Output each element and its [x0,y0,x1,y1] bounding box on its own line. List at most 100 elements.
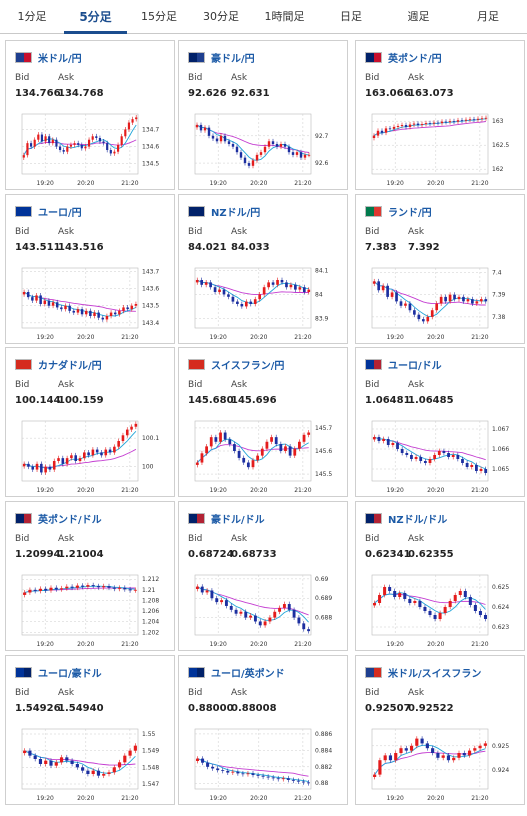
rate-card[interactable]: ランド/円 Bid Ask 7.383 7.392 7.4 7.39 7.38 19:20 20:… [355,194,525,344]
candle-body [303,154,307,158]
candle-body [68,305,71,311]
ask-label: Ask [408,380,425,390]
tab-6[interactable]: 日足 [340,10,362,23]
rate-card[interactable]: 米ドル/スイスフラン Bid Ask 0.92507 0.92522 0.925 0.924… [355,655,525,805]
tab-5[interactable]: 1時間足 [264,10,305,23]
rate-card[interactable]: 米ドル/円 Bid Ask 134.766 134.768 134.7 134.6 134.5… [5,40,175,190]
price-chart[interactable]: 7.4 7.39 7.38 19:20 20:20 21:20 [360,262,522,342]
candle-body [444,296,447,302]
pair-link[interactable]: 米ドル/円 [15,50,82,65]
price-chart[interactable]: 134.7 134.6 134.5 19:20 20:20 21:20 [10,108,172,188]
pair-link[interactable]: ユーロ/豪ドル [15,665,102,680]
candle-body [484,469,488,473]
rate-card[interactable]: ユーロ/円 Bid Ask 143.511 143.516 143.7 143.6 143.5… [5,194,175,344]
tab-7[interactable]: 週足 [407,10,430,23]
price-chart[interactable]: 84.1 84 83.9 19:20 20:20 21:20 [183,262,345,342]
price-chart[interactable]: 1.55 1.549 1.548 1.547 19:20 20:20 21:20 [10,723,172,803]
candle-body [65,458,69,464]
pair-link[interactable]: ユーロ/ドル [365,357,442,372]
candle-body [378,760,382,775]
candle-body [37,134,40,140]
tab-4[interactable]: 30分足 [203,10,239,23]
price-chart[interactable]: 0.625 0.624 0.623 19:20 20:20 21:20 [360,569,522,649]
candle-body [240,304,244,307]
pair-link[interactable]: NZドル/ドル [365,511,448,526]
pair-link[interactable]: 米ドル/スイスフラン [365,665,481,680]
pair-link[interactable]: カナダドル/円 [15,357,102,372]
plot-frame [194,574,312,636]
candle-body [199,124,203,131]
bid-value: 0.92507 [365,703,411,714]
price-chart[interactable]: 143.7 143.6 143.5 143.4 19:20 20:20 21:20 [10,262,172,342]
candle-body [22,292,26,295]
y-tick-label: 1.204 [142,619,159,626]
rate-card[interactable]: 豪ドル/ドル Bid Ask 0.68724 0.68733 0.69 0.689 0.688… [178,501,348,651]
rate-card[interactable]: ユーロ/ドル Bid Ask 1.06481 1.06485 1.067 1.066 1.06… [355,347,525,497]
candle-body [75,585,79,588]
pair-link[interactable]: 豪ドル/ドル [188,511,265,526]
tab-3[interactable]: 15分足 [141,10,177,23]
candle-body [200,280,204,285]
pair-link[interactable]: ユーロ/英ポンド [188,665,285,680]
price-chart[interactable]: 1.212 1.21 1.208 1.206 1.204 1.202 19:20 20:20 2… [10,569,172,649]
rate-card[interactable]: ユーロ/英ポンド Bid Ask 0.88000 0.88008 0.886 0.884 0.… [178,655,348,805]
candle-body [403,593,407,599]
candle-body [448,121,452,123]
x-tick-label: 19:20 [210,641,227,648]
candle-body [453,595,457,601]
price-chart[interactable]: 0.886 0.884 0.882 0.88 19:20 20:20 21:20 [183,723,345,803]
tab-8[interactable]: 月足 [477,10,499,23]
pair-link[interactable]: 豪ドル/円 [188,50,255,65]
plot-frame [371,267,489,329]
rate-card[interactable]: スイスフラン/円 Bid Ask 145.680 145.696 145.7 145.6 14… [178,347,348,497]
currency-flag-icon [15,666,32,678]
candle-body [58,146,62,150]
candle-body [38,759,43,764]
price-chart[interactable]: 92.7 92.6 19:20 20:20 21:20 [183,108,345,188]
price-chart[interactable]: 163 162.5 162 19:20 20:20 21:20 [360,108,522,188]
candle-body [249,301,253,304]
candle-body [416,123,420,126]
price-chart[interactable]: 145.7 145.6 145.5 19:20 20:20 21:20 [183,415,345,495]
tab-2[interactable]: 5分足 [64,0,127,34]
rate-card[interactable]: カナダドル/円 Bid Ask 100.144 100.159 100.1 100 19:20… [5,347,175,497]
rate-card[interactable]: 英ポンド/円 Bid Ask 163.066 163.073 163 162.5 162 19:… [355,40,525,190]
ask-value: 0.62355 [408,549,454,560]
plot-frame [371,420,489,482]
price-chart[interactable]: 0.69 0.689 0.688 19:20 20:20 21:20 [183,569,345,649]
x-tick-label: 21:20 [294,487,311,494]
candle-body [302,287,306,292]
price-chart[interactable]: 0.925 0.924 19:20 20:20 21:20 [360,723,522,803]
rate-card[interactable]: ユーロ/豪ドル Bid Ask 1.54926 1.54940 1.55 1.549 1.54… [5,655,175,805]
pair-link[interactable]: 英ポンド/円 [365,50,442,65]
candle-body [381,285,385,291]
pair-link[interactable]: スイスフラン/円 [188,357,284,372]
y-tick-label: 162 [492,166,504,173]
candle-body [298,287,302,290]
bid-value: 100.144 [15,395,61,406]
pair-link[interactable]: ランド/円 [365,204,432,219]
candle-body [35,295,38,301]
candle-body [87,452,90,456]
candle-body [436,122,440,124]
candle-body [62,150,65,152]
candle-chart-svg: 1.067 1.066 1.065 19:20 20:20 21:20 [371,420,509,494]
candle-chart-svg: 92.7 92.6 19:20 20:20 21:20 [194,113,329,187]
candle-body [91,770,95,774]
rate-card[interactable]: 英ポンド/ドル Bid Ask 1.20994 1.21004 1.212 1.21 1.20… [5,501,175,651]
rate-card[interactable]: NZドル/円 Bid Ask 84.021 84.033 84.1 84 83.9 19:20 2… [178,194,348,344]
pair-link[interactable]: 英ポンド/ドル [15,511,102,526]
plot-frame [371,574,489,636]
price-chart[interactable]: 100.1 100 19:20 20:20 21:20 [10,415,172,495]
candle-body [461,459,464,463]
candle-body [203,127,207,131]
y-tick-label: 0.886 [315,731,332,738]
pair-name: NZドル/ドル [388,514,448,526]
pair-link[interactable]: NZドル/円 [188,204,260,219]
pair-link[interactable]: ユーロ/円 [15,204,82,219]
tab-1[interactable]: 1分足 [17,10,47,23]
price-chart[interactable]: 1.067 1.066 1.065 19:20 20:20 21:20 [360,415,522,495]
candle-body [448,601,452,607]
rate-card[interactable]: 豪ドル/円 Bid Ask 92.626 92.631 92.7 92.6 19:20 20:2… [178,40,348,190]
rate-card[interactable]: NZドル/ドル Bid Ask 0.62341 0.62355 0.625 0.624 0.6… [355,501,525,651]
